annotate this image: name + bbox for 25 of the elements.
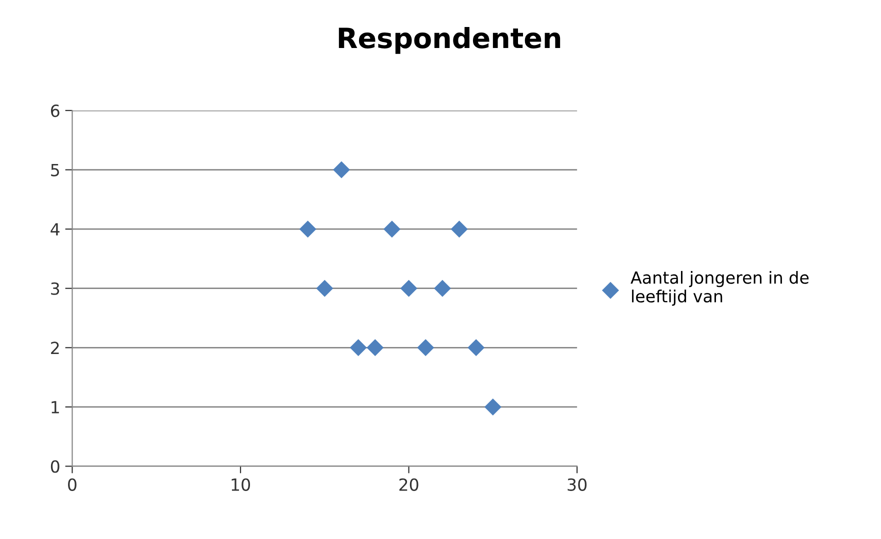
point [468,339,485,356]
x-tick-label: 10 [232,478,250,491]
point [350,339,367,356]
point [299,220,316,238]
point [366,339,384,356]
y-tick-label: 3 [51,282,60,295]
x-tick-label: 30 [568,478,587,491]
point [383,220,400,238]
y-tick-label: 0 [50,460,60,473]
x-tick-label: 20 [399,478,418,491]
legend-label: Aantal jongeren in de leeftijd van [630,270,809,306]
y-tick-label: 6 [50,104,60,118]
point [332,161,350,178]
point [400,280,418,297]
point [417,339,434,356]
point [316,280,334,297]
point [450,220,468,238]
y-tick-label: 4 [50,223,60,236]
y-tick-label: 5 [51,164,59,176]
x-tick-label: 0 [68,478,76,491]
point [434,280,451,297]
point [484,398,502,416]
y-tick-label: 1 [52,401,59,414]
chart-title: Respondenten [338,26,560,54]
y-tick-label: 2 [51,342,59,354]
